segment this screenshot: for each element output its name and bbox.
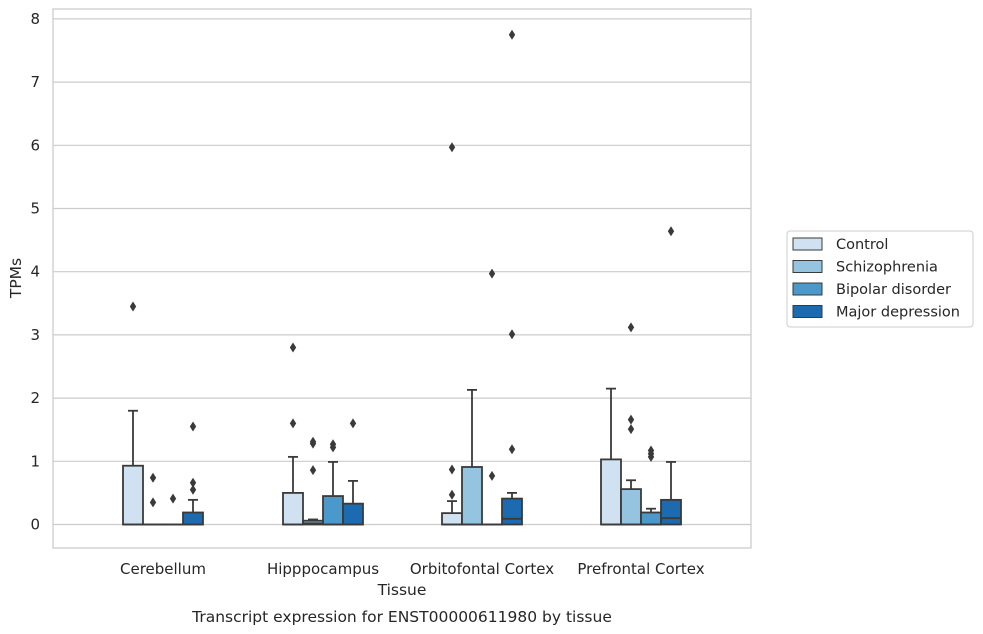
box-element	[122, 301, 144, 526]
outlier-point	[169, 493, 177, 504]
legend-label: Control	[836, 237, 888, 253]
legend-item: Bipolar disorder	[792, 282, 951, 298]
y-tick-label: 6	[30, 136, 40, 154]
outlier-point	[488, 268, 496, 279]
legend-swatch	[792, 237, 823, 251]
outlier-point	[627, 414, 635, 425]
x-tick-label: Cerebellum	[120, 560, 206, 578]
box	[461, 466, 483, 526]
box-plots	[122, 29, 682, 526]
legend-swatch	[792, 305, 823, 318]
outlier-point	[508, 329, 516, 340]
outlier-point	[488, 470, 496, 481]
outlier-point	[448, 489, 456, 500]
outlier-point	[627, 424, 635, 435]
x-tick-label: Orbitofontal Cortex	[410, 560, 554, 578]
box-element	[620, 322, 642, 526]
legend-frame	[786, 230, 974, 328]
outlier-point	[289, 342, 297, 353]
outlier-point	[349, 418, 357, 429]
y-tick-label: 0	[30, 516, 40, 534]
box	[322, 495, 344, 526]
box	[342, 502, 364, 526]
legend-swatch	[792, 260, 823, 273]
box	[640, 511, 662, 526]
y-tick-label: 1	[30, 452, 40, 470]
box-element	[461, 388, 483, 526]
box-element	[640, 445, 662, 526]
y-tick-label: 2	[30, 389, 40, 407]
legend-item: Control	[792, 237, 888, 253]
plot-frame	[52, 8, 752, 549]
legend-label: Major depression	[836, 305, 960, 321]
y-tick-label: 5	[30, 200, 40, 218]
plot-background	[53, 9, 751, 548]
legend-label: Bipolar disorder	[836, 282, 951, 298]
box-element	[600, 387, 622, 526]
outlier-point	[149, 497, 157, 508]
box-element	[282, 342, 304, 526]
box-element	[182, 421, 204, 526]
box	[660, 498, 682, 526]
box-element	[342, 418, 364, 526]
outlier-point	[189, 421, 197, 432]
y-axis-title: TPMs	[7, 258, 25, 299]
chart-caption: Transcript expression for ENST0000061198…	[191, 608, 612, 626]
legend-swatch	[792, 282, 823, 296]
outlier-point	[508, 29, 516, 40]
y-tick-label: 7	[30, 73, 40, 91]
outlier-point	[309, 465, 317, 476]
y-tick-label: 8	[30, 10, 40, 28]
y-tick-labels: 0 1 2 3 4 5 6 7 8	[30, 10, 40, 534]
outlier-point	[289, 418, 297, 429]
box	[182, 511, 204, 526]
y-tick-label: 3	[30, 326, 40, 344]
legend-item: Schizophrenia	[792, 260, 938, 276]
outlier-point	[667, 226, 675, 237]
outlier-point	[448, 142, 456, 153]
gridlines	[53, 18, 751, 526]
x-tick-labels: Cerebellum Hipppocampus Orbitofontal Corte…	[120, 560, 705, 578]
box	[441, 512, 463, 526]
outlier-point	[329, 439, 337, 450]
legend: Control Schizophrenia Bipolar disorder Majo…	[786, 230, 974, 328]
outlier-point	[627, 322, 635, 333]
box	[282, 491, 304, 526]
box-element	[441, 142, 463, 526]
box	[122, 464, 144, 526]
outlier-point	[647, 445, 655, 456]
outlier-point	[189, 477, 197, 488]
box	[501, 497, 523, 526]
outlier-point	[129, 301, 137, 312]
box-element	[501, 29, 523, 526]
x-axis-title: Tissue	[377, 581, 427, 599]
outlier-point	[189, 484, 197, 495]
outlier-point	[149, 472, 157, 483]
legend-label: Schizophrenia	[836, 260, 938, 276]
y-tick-label: 4	[30, 263, 40, 281]
x-tick-label: Prefrontal Cortex	[577, 560, 704, 578]
x-tick-label: Hipppocampus	[267, 560, 379, 578]
outlier-point	[309, 436, 317, 447]
box	[600, 458, 622, 526]
outlier-point	[508, 444, 516, 455]
box-element	[660, 226, 682, 526]
outlier-point	[448, 464, 456, 475]
box-element	[322, 439, 344, 526]
legend-entries: Control Schizophrenia Bipolar disorder Majo…	[792, 237, 960, 321]
legend-item: Major depression	[792, 305, 960, 321]
box	[620, 488, 642, 526]
